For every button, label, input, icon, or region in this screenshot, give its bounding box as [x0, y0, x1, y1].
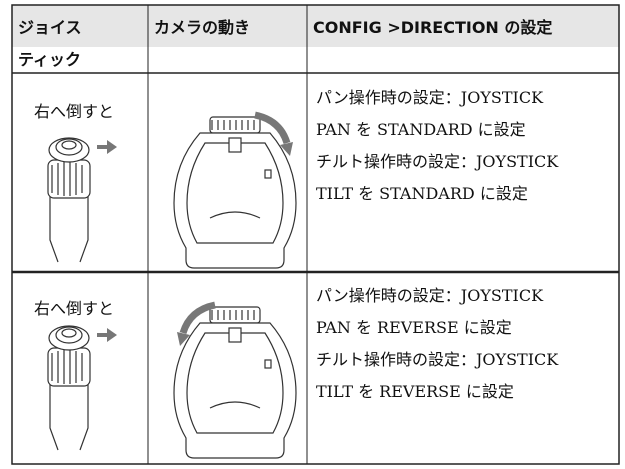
setting-line: パン操作時の設定：JOYSTICK [316, 88, 544, 107]
joystick-icon [47, 325, 117, 451]
joystick-caption: 右へ倒すと [34, 299, 115, 318]
setting-line: PAN を REVERSE に設定 [316, 318, 512, 337]
setting-line: TILT を STANDARD に設定 [316, 184, 528, 203]
joystick-icon [47, 137, 117, 263]
header-cell: ティック [18, 50, 82, 69]
setting-line: チルト操作時の設定：JOYSTICK [316, 350, 559, 369]
camera-icon [173, 111, 297, 269]
camera-icon [173, 301, 297, 459]
header-cell: CONFIG >DIRECTION の設定 [313, 18, 553, 37]
setting-line: PAN を STANDARD に設定 [316, 120, 526, 139]
illustrations [47, 111, 297, 459]
joystick-caption: 右へ倒すと [34, 102, 115, 121]
setting-line: TILT を REVERSE に設定 [316, 382, 514, 401]
header-cell: カメラの動き [154, 18, 251, 37]
setting-line: チルト操作時の設定：JOYSTICK [316, 152, 559, 171]
header-cell: ジョイス [18, 18, 82, 37]
header-bg [12, 5, 619, 47]
setting-line: パン操作時の設定：JOYSTICK [316, 286, 544, 305]
grid [11, 4, 620, 465]
